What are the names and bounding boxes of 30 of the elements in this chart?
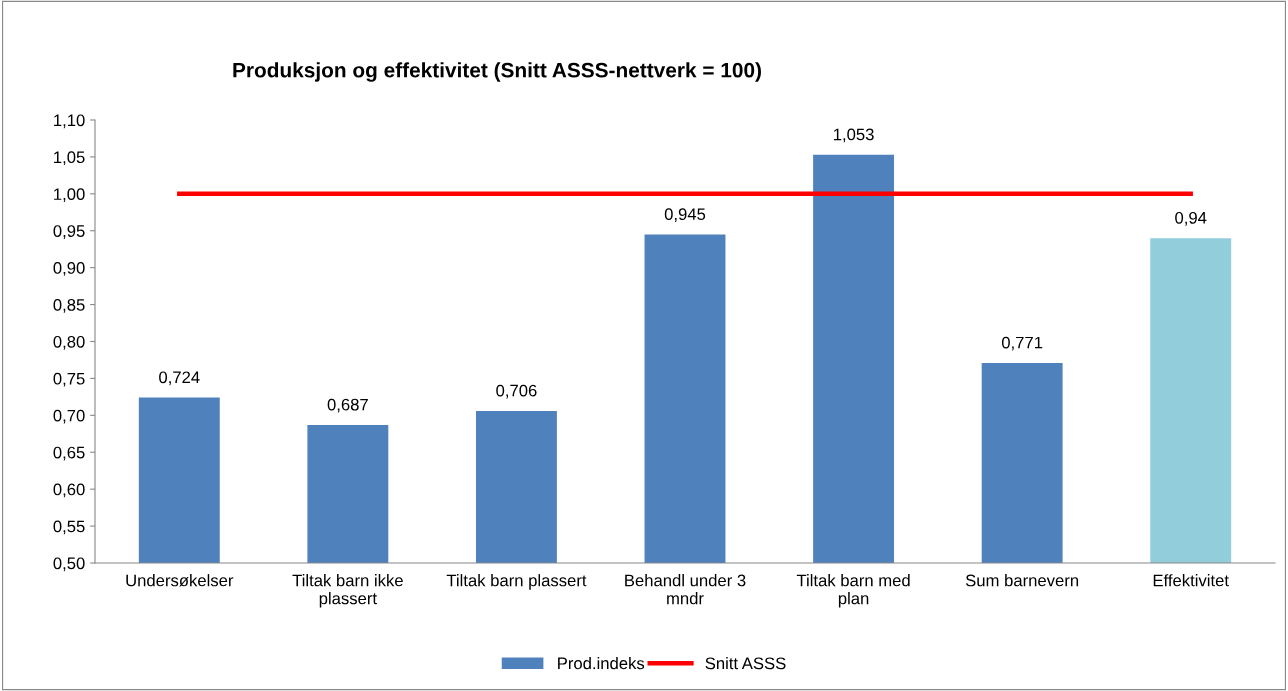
data-label: 0,945 xyxy=(664,208,706,223)
legend-label: Snitt ASSS xyxy=(705,657,786,670)
y-tick-label: 0,75 xyxy=(53,372,85,387)
data-label: 0,724 xyxy=(159,371,200,386)
data-label: 0,771 xyxy=(1001,336,1043,351)
y-tick-label: 0,95 xyxy=(53,225,85,239)
chart-title: Produksjon og effektivitet (Snitt ASSS-nettverk = 100) xyxy=(233,62,761,82)
data-label: 0,687 xyxy=(327,398,368,413)
y-tick-label: 0,50 xyxy=(53,557,85,572)
y-tick-label: 1,00 xyxy=(54,188,85,203)
y-tick-label: 0,65 xyxy=(53,446,85,461)
y-tick-label: 0,90 xyxy=(53,262,85,276)
x-tick-label: Undersøkelser xyxy=(126,574,234,587)
y-tick-label: 0,70 xyxy=(53,409,85,424)
x-tick-label: Effektivitet xyxy=(1153,574,1229,587)
y-tick-label: 0,55 xyxy=(53,520,85,535)
x-tick-label: Sum barnevern xyxy=(965,574,1079,587)
data-label: 1,053 xyxy=(833,128,874,143)
y-tick-label: 0,85 xyxy=(53,298,85,313)
y-tick-label: 1,05 xyxy=(54,151,85,166)
y-tick-label: 0,80 xyxy=(53,335,85,350)
x-tick-label: Tiltak barn med plan xyxy=(796,574,910,608)
y-tick-label: 1,10 xyxy=(54,114,85,129)
data-label: 0,706 xyxy=(496,384,537,399)
legend-label: Prod.indeks xyxy=(558,657,645,670)
x-tick-label: Tiltak barn ikke plassert xyxy=(292,574,403,608)
x-tick-label: Behandl under 3 mndr xyxy=(625,574,746,605)
data-label: 0,94 xyxy=(1175,211,1207,226)
y-tick-label: 0,60 xyxy=(53,483,85,498)
x-tick-label: Tiltak barn plassert xyxy=(446,574,587,590)
